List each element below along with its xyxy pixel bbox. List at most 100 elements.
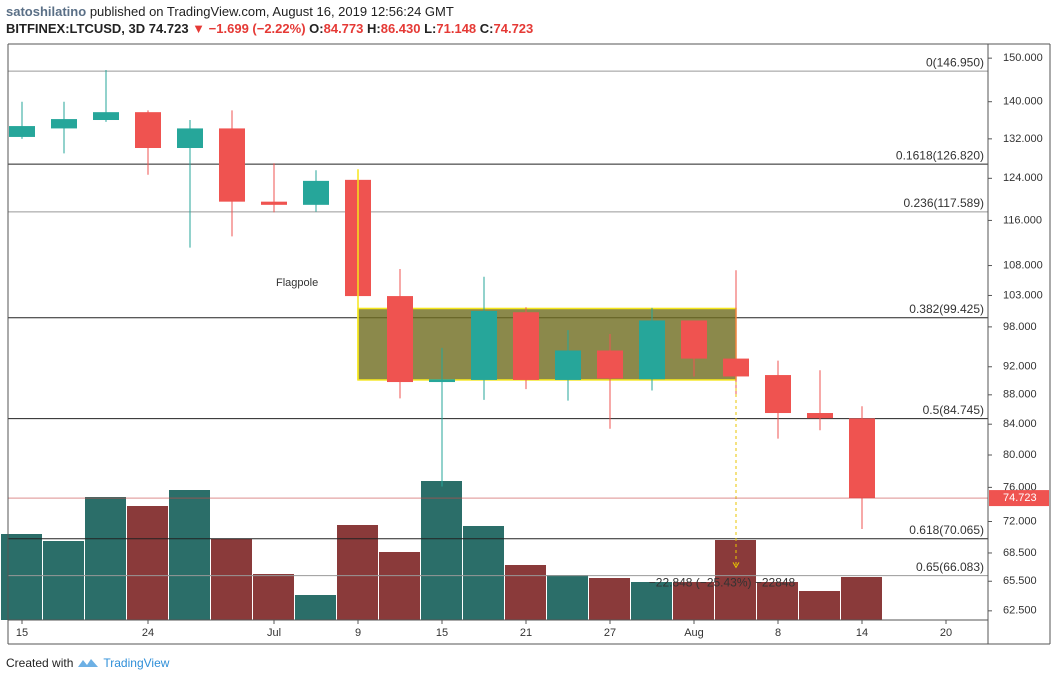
fib-label: 0.1618(126.820) <box>896 148 984 162</box>
volume-bar <box>673 582 714 620</box>
x-tick-label: 20 <box>940 627 952 639</box>
fib-label: 0.618(70.065) <box>909 523 984 537</box>
volume-bar <box>841 577 882 620</box>
y-tick-label: 124.000 <box>1003 172 1043 184</box>
x-tick-label: 24 <box>142 627 154 639</box>
ohlc-value: 71.148 <box>436 21 477 36</box>
footer: Created with TradingView <box>6 656 169 670</box>
measure-label: −22.848 (−25.43%) −22848 <box>649 576 796 590</box>
candle-body <box>261 201 287 205</box>
volume-bar <box>757 582 798 620</box>
volume-bar <box>589 578 630 620</box>
flagpole-label: Flagpole <box>276 277 318 289</box>
fib-label: 0.5(84.745) <box>923 403 984 417</box>
y-tick-label: 92.000 <box>1003 361 1037 373</box>
candle-body <box>807 413 833 419</box>
x-tick-label: 8 <box>775 627 781 639</box>
volume-bar <box>127 506 168 620</box>
ohlc-key: O: <box>309 21 324 36</box>
volume-bar <box>169 490 210 620</box>
candle-body <box>219 128 245 202</box>
candle-body <box>723 358 749 377</box>
volume-bar <box>85 497 126 620</box>
y-tick-label: 65.500 <box>1003 575 1037 587</box>
x-tick-label: Aug <box>684 627 704 639</box>
y-tick-label: 140.000 <box>1003 96 1043 108</box>
y-tick-label: 150.000 <box>1003 52 1043 64</box>
volume-bar <box>253 574 294 620</box>
fib-label: 0.65(66.083) <box>916 560 984 574</box>
candle-body <box>387 296 413 383</box>
candle-body <box>765 375 791 414</box>
ohlc-key: C: <box>479 21 494 36</box>
y-tick-label: 84.000 <box>1003 418 1037 430</box>
volume-bar <box>505 565 546 620</box>
published: published on TradingView.com, August 16,… <box>89 4 454 19</box>
volume-bar <box>631 582 672 620</box>
chart-header: satoshilatino published on TradingView.c… <box>6 3 533 37</box>
x-tick-label: 15 <box>436 627 448 639</box>
footer-text: Created with <box>6 656 74 670</box>
candle-body <box>555 350 581 380</box>
logo <box>78 659 99 667</box>
x-tick-label: 27 <box>604 627 616 639</box>
volume-bar <box>421 481 462 620</box>
change-arrow: ▼ <box>192 21 206 36</box>
fib-label: 0(146.950) <box>926 55 984 69</box>
ohlc-value: 74.723 <box>493 21 534 36</box>
x-tick-label: 14 <box>856 627 868 639</box>
candle-body <box>849 418 875 499</box>
author: satoshilatino <box>6 4 87 19</box>
candle-body <box>597 350 623 379</box>
volume-bar <box>337 525 378 620</box>
x-tick-label: Jul <box>267 627 281 639</box>
y-tick-label: 116.000 <box>1003 214 1042 226</box>
y-tick-label: 88.000 <box>1003 389 1037 401</box>
candle-body <box>429 379 455 383</box>
ohlc-key: L: <box>424 21 437 36</box>
candle-body <box>93 112 119 121</box>
measure-arrow <box>732 562 740 569</box>
y-tick-label: 80.000 <box>1003 449 1037 461</box>
ohlc: O:84.773 H:86.430 L:71.148 C:74.723 <box>309 21 533 36</box>
volume-bar <box>799 591 840 620</box>
volume-bar <box>295 595 336 620</box>
ohlc-value: 84.773 <box>323 21 364 36</box>
candle-body <box>639 320 665 380</box>
ohlc-key: H: <box>367 21 381 36</box>
candle-body <box>177 128 203 149</box>
last-price-tag <box>989 490 1049 507</box>
y-tick-label: 103.000 <box>1003 289 1043 301</box>
footer-brand: TradingView <box>103 656 170 670</box>
y-tick-label: 72.000 <box>1003 515 1037 527</box>
y-tick-label: 62.500 <box>1003 605 1037 617</box>
volume-bar <box>715 540 756 620</box>
candle-body <box>471 310 497 380</box>
candle-body <box>681 320 707 359</box>
candle-body <box>9 126 35 137</box>
x-tick-label: 15 <box>16 627 28 639</box>
volume-bar <box>463 526 504 620</box>
y-tick-label: 108.000 <box>1003 259 1043 271</box>
volume-bar <box>1 534 42 620</box>
last-price: 74.723 <box>148 21 189 36</box>
x-tick-label: 21 <box>520 627 532 639</box>
fib-label: 0.382(99.425) <box>909 302 984 316</box>
y-tick-label: 68.500 <box>1003 547 1037 559</box>
fib-label: 0.236(117.589) <box>903 196 984 210</box>
volume-bar <box>379 552 420 620</box>
volume-bar <box>547 575 588 620</box>
x-tick-label: 9 <box>355 627 361 639</box>
candle-body <box>303 180 329 205</box>
candle-body <box>135 112 161 149</box>
ohlc-value: 86.430 <box>380 21 421 36</box>
candle-body <box>513 312 539 380</box>
symbol: BITFINEX:LTCUSD, 3D <box>6 21 146 36</box>
volume-bar <box>211 539 252 620</box>
candle-body <box>51 119 77 129</box>
y-tick-label: 132.000 <box>1003 133 1043 145</box>
flag-channel <box>357 307 737 381</box>
change: −1.699 (−2.22%) <box>208 21 306 36</box>
